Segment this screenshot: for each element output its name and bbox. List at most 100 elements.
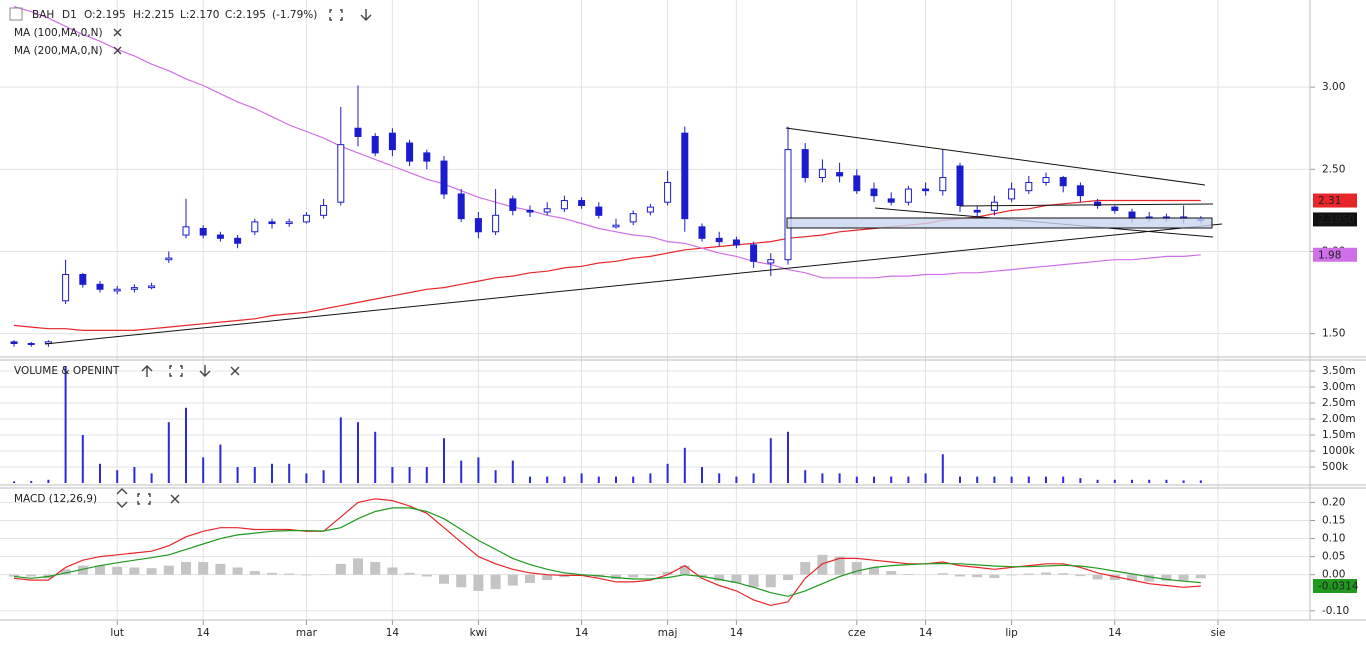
histogram-bar	[1092, 574, 1103, 580]
volume-bar	[1165, 479, 1168, 483]
candle-body	[199, 227, 207, 236]
y-tick-label: 3.00m	[1322, 381, 1356, 393]
candle-body	[904, 188, 912, 203]
y-tick-label: 0.15	[1322, 515, 1345, 527]
histogram-bar	[1195, 574, 1206, 579]
volume-bar	[13, 481, 15, 483]
volume-bar	[443, 438, 445, 483]
x-tick-label: mar	[296, 627, 318, 639]
histogram-bar	[1178, 574, 1189, 581]
histogram-bar	[507, 574, 518, 586]
volume-bar	[683, 447, 686, 483]
volume-bar	[357, 422, 359, 483]
candle-body	[320, 204, 328, 216]
histogram-bar	[972, 574, 983, 578]
histogram-bar	[198, 562, 209, 575]
volume-bar	[133, 467, 136, 483]
histogram-bar	[955, 574, 965, 577]
candle-body	[1111, 206, 1119, 211]
histogram-bar	[748, 574, 759, 588]
volume-bar	[47, 479, 50, 483]
moving-average	[13, 199, 1201, 331]
candle-body	[251, 221, 259, 233]
histogram-bar	[370, 562, 381, 575]
histogram-bar	[731, 574, 742, 583]
candle-body	[801, 149, 809, 179]
candle-body	[474, 218, 482, 233]
candle-body	[853, 175, 861, 192]
price-tag-label: 1.98	[1318, 249, 1341, 261]
candle-body	[784, 149, 792, 261]
volume-bar	[1148, 479, 1151, 483]
histogram-bar	[215, 563, 226, 575]
price-tag	[1313, 193, 1357, 208]
y-tick-label: 500k	[1322, 461, 1349, 473]
candle-body	[1042, 177, 1050, 183]
candle-body	[216, 234, 224, 239]
price-tag-label: 2.31	[1318, 195, 1341, 207]
candle-body	[354, 127, 362, 137]
volume-bar	[1045, 476, 1047, 483]
candle-body	[79, 273, 87, 285]
candle-body	[423, 152, 431, 162]
y-tick-label: 1.50m	[1322, 429, 1356, 441]
close-icon[interactable]	[113, 46, 122, 55]
x-tick-label: lut	[110, 627, 124, 639]
histogram-bar	[249, 571, 260, 575]
volume-bar	[391, 467, 394, 483]
volume-bar	[339, 417, 342, 483]
maximize-icon[interactable]	[137, 493, 151, 505]
histogram-bar	[765, 574, 776, 588]
maximize-icon[interactable]	[329, 9, 343, 21]
ohlc-open: O:2.195	[84, 9, 126, 21]
volume-bar	[1062, 476, 1065, 483]
volume-bar	[81, 435, 84, 483]
y-tick-label: 0.00	[1322, 569, 1345, 581]
volume-bar	[701, 467, 703, 483]
volume-bar	[597, 476, 600, 483]
histogram-bar	[662, 571, 673, 575]
histogram-bar	[1075, 574, 1086, 577]
indicator-line	[13, 507, 1201, 597]
volume-bar	[236, 467, 239, 483]
x-tick-label: cze	[848, 627, 866, 639]
candle-body	[870, 188, 878, 197]
x-tick-label: 14	[730, 627, 744, 639]
y-tick-label: 0.10	[1322, 533, 1345, 545]
candle-body	[922, 188, 930, 192]
close-icon[interactable]	[170, 494, 180, 504]
volume-bar	[116, 470, 119, 483]
volume-bar	[99, 463, 101, 483]
volume-bar	[1079, 478, 1082, 483]
move-up-icon[interactable]	[141, 365, 153, 377]
close-icon[interactable]	[230, 366, 240, 376]
volume-bar	[666, 463, 669, 483]
collapse-icon[interactable]	[9, 7, 23, 21]
x-tick-label: kwi	[470, 627, 488, 639]
tag-layer: 2.31 1.98 2.1950 -0.0314	[1313, 193, 1359, 594]
histogram-bar	[937, 573, 948, 575]
volume-bar	[546, 476, 549, 483]
volume-bar	[873, 476, 875, 483]
move-down-icon[interactable]	[360, 9, 372, 21]
y-tick-label: 0.20	[1322, 496, 1345, 508]
histogram-bar	[456, 574, 467, 588]
legend-entry: MA (100,MA,0,N)	[14, 27, 103, 39]
drawings	[44, 127, 1223, 345]
maximize-icon[interactable]	[169, 365, 183, 377]
close-icon[interactable]	[113, 28, 122, 37]
volume-bar	[563, 476, 566, 483]
histogram-bar	[628, 574, 639, 578]
volume-bar	[219, 444, 222, 483]
histogram-bar	[542, 574, 553, 581]
volume-bar	[1113, 479, 1116, 483]
y-tick-label: 1000k	[1322, 445, 1356, 457]
candle-body	[337, 144, 345, 203]
volume-bar	[1182, 480, 1185, 483]
collapse-icon[interactable]	[116, 488, 128, 508]
volume-bar	[511, 460, 514, 483]
candle-body	[750, 244, 758, 262]
volume-bar	[959, 476, 961, 483]
volume-bar	[993, 476, 996, 483]
move-down-icon[interactable]	[199, 365, 211, 377]
